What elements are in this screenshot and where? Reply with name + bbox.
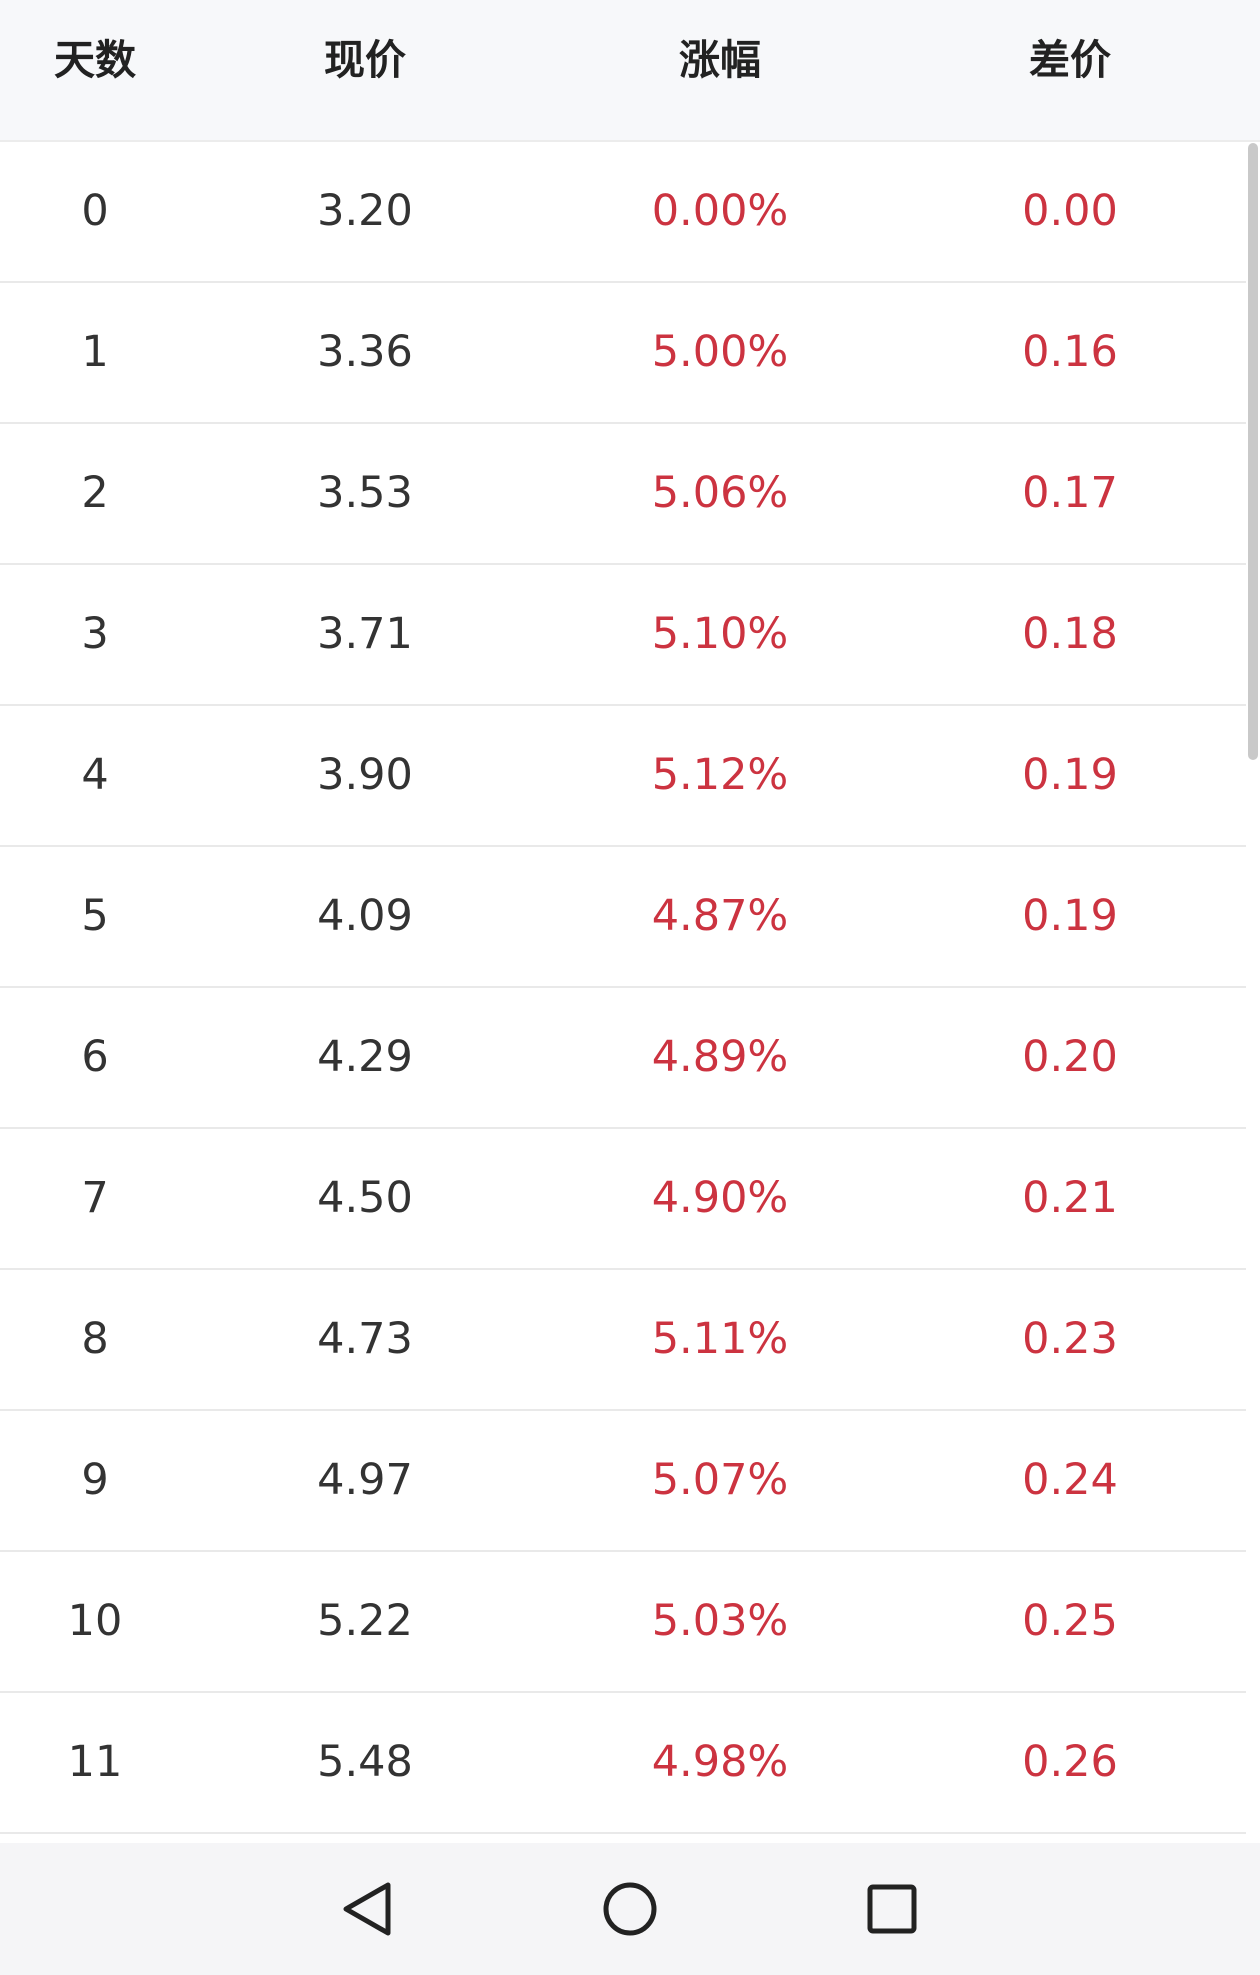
cell-diff: 0.21 xyxy=(1022,1173,1118,1223)
cell-change: 4.89% xyxy=(651,1032,789,1082)
cell-day: 5 xyxy=(81,891,109,941)
cell-diff: 0.25 xyxy=(1022,1596,1118,1646)
table-body: 0 3.20 0.00% 0.00 1 3.36 5.00% 0.16 2 3.53 5.06% 0.… xyxy=(0,142,1246,1834)
table-row[interactable]: 10 5.22 5.03% 0.25 xyxy=(0,1552,1246,1693)
cell-price: 4.97 xyxy=(317,1455,413,1505)
cell-diff: 0.23 xyxy=(1022,1314,1118,1364)
cell-day: 3 xyxy=(81,609,109,659)
cell-day: 6 xyxy=(81,1032,109,1082)
cell-price: 3.71 xyxy=(317,609,413,659)
recents-button[interactable] xyxy=(852,1869,932,1949)
cell-diff: 0.00 xyxy=(1022,186,1118,236)
cell-price: 3.53 xyxy=(317,468,413,518)
cell-change: 5.00% xyxy=(651,327,789,377)
cell-change: 5.10% xyxy=(651,609,789,659)
cell-diff: 0.20 xyxy=(1022,1032,1118,1082)
cell-change: 5.12% xyxy=(651,750,789,800)
header-day[interactable]: 天数 xyxy=(54,36,136,84)
cell-change: 5.06% xyxy=(651,468,789,518)
cell-change: 5.03% xyxy=(651,1596,789,1646)
cell-price: 4.73 xyxy=(317,1314,413,1364)
table-row[interactable]: 6 4.29 4.89% 0.20 xyxy=(0,988,1246,1129)
cell-day: 11 xyxy=(67,1737,123,1787)
table-row[interactable]: 7 4.50 4.90% 0.21 xyxy=(0,1129,1246,1270)
cell-change: 0.00% xyxy=(651,186,789,236)
cell-day: 2 xyxy=(81,468,109,518)
cell-diff: 0.19 xyxy=(1022,750,1118,800)
cell-diff: 0.26 xyxy=(1022,1737,1118,1787)
header-diff[interactable]: 差价 xyxy=(1029,36,1111,84)
cell-change: 5.07% xyxy=(651,1455,789,1505)
cell-day: 4 xyxy=(81,750,109,800)
table-row[interactable]: 11 5.48 4.98% 0.26 xyxy=(0,1693,1246,1834)
cell-price: 3.90 xyxy=(317,750,413,800)
cell-diff: 0.19 xyxy=(1022,891,1118,941)
scrollbar[interactable] xyxy=(1248,143,1258,760)
cell-change: 4.98% xyxy=(651,1737,789,1787)
cell-price: 4.29 xyxy=(317,1032,413,1082)
table-row[interactable]: 0 3.20 0.00% 0.00 xyxy=(0,142,1246,283)
table-row[interactable]: 9 4.97 5.07% 0.24 xyxy=(0,1411,1246,1552)
cell-day: 0 xyxy=(81,186,109,236)
table-row[interactable]: 5 4.09 4.87% 0.19 xyxy=(0,847,1246,988)
system-nav-bar xyxy=(0,1843,1260,1975)
cell-diff: 0.24 xyxy=(1022,1455,1118,1505)
cell-change: 4.90% xyxy=(651,1173,789,1223)
header-change[interactable]: 涨幅 xyxy=(679,36,761,84)
cell-day: 7 xyxy=(81,1173,109,1223)
table-header: 天数 现价 涨幅 差价 xyxy=(0,0,1260,142)
table-row[interactable]: 1 3.36 5.00% 0.16 xyxy=(0,283,1246,424)
recents-icon xyxy=(867,1884,917,1934)
cell-price: 5.22 xyxy=(317,1596,413,1646)
cell-day: 9 xyxy=(81,1455,109,1505)
cell-diff: 0.16 xyxy=(1022,327,1118,377)
back-icon xyxy=(343,1882,391,1936)
cell-day: 1 xyxy=(81,327,109,377)
cell-price: 4.50 xyxy=(317,1173,413,1223)
cell-day: 8 xyxy=(81,1314,109,1364)
cell-price: 3.36 xyxy=(317,327,413,377)
back-button[interactable] xyxy=(326,1869,406,1949)
table-row[interactable]: 8 4.73 5.11% 0.23 xyxy=(0,1270,1246,1411)
cell-price: 5.48 xyxy=(317,1737,413,1787)
cell-diff: 0.17 xyxy=(1022,468,1118,518)
cell-day: 10 xyxy=(67,1596,123,1646)
header-price[interactable]: 现价 xyxy=(324,36,406,84)
table-row[interactable]: 2 3.53 5.06% 0.17 xyxy=(0,424,1246,565)
home-button[interactable] xyxy=(590,1869,670,1949)
cell-price: 4.09 xyxy=(317,891,413,941)
cell-diff: 0.18 xyxy=(1022,609,1118,659)
table-row[interactable]: 4 3.90 5.12% 0.19 xyxy=(0,706,1246,847)
cell-change: 5.11% xyxy=(651,1314,789,1364)
table-row[interactable]: 3 3.71 5.10% 0.18 xyxy=(0,565,1246,706)
home-icon xyxy=(603,1882,657,1936)
cell-price: 3.20 xyxy=(317,186,413,236)
cell-change: 4.87% xyxy=(651,891,789,941)
